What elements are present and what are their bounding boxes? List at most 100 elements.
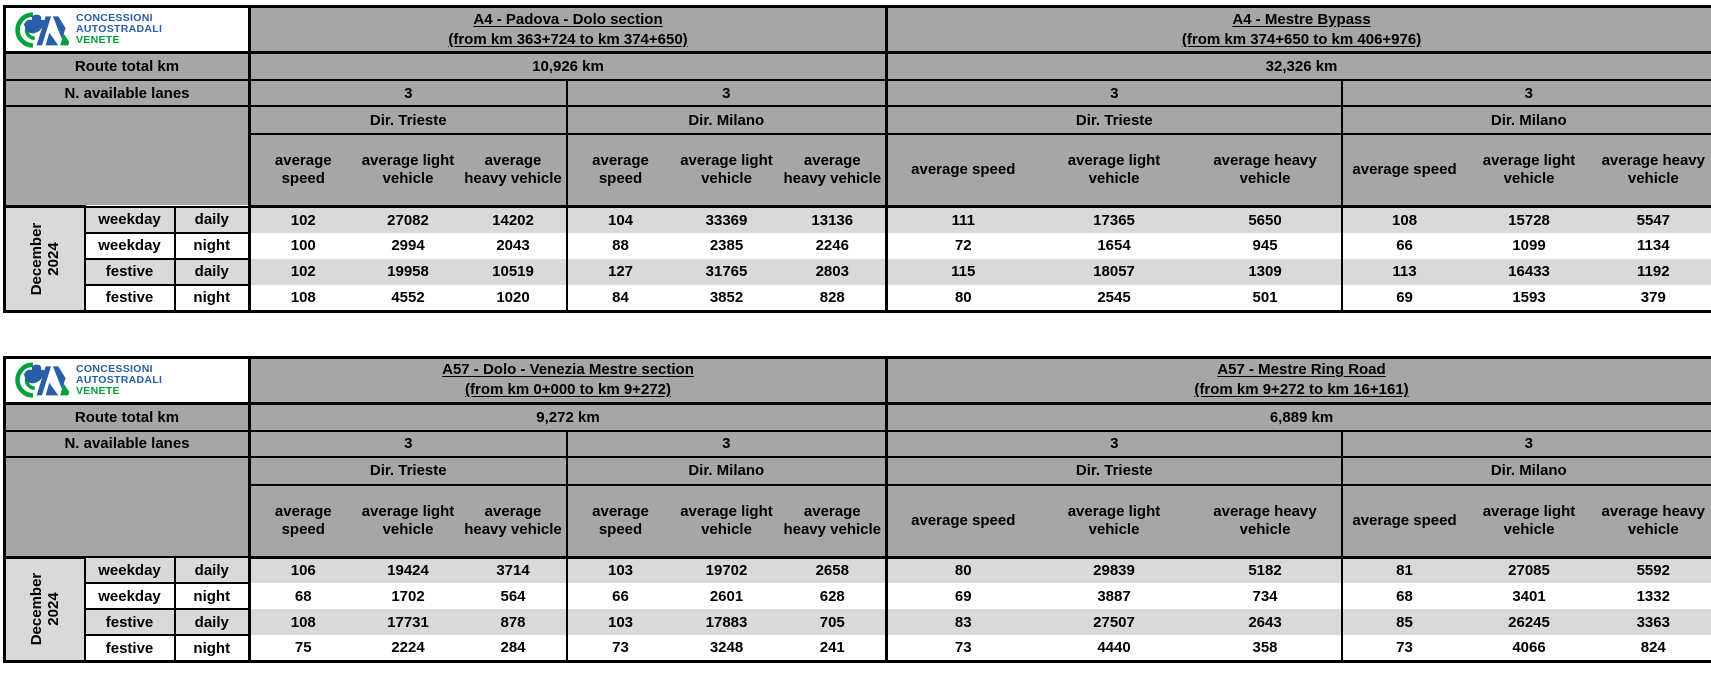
lanes-value: 3 <box>885 79 1342 106</box>
data-cell: 19702 <box>673 555 780 583</box>
data-cell: 501 <box>1189 284 1342 311</box>
empty-corner-cell <box>4 105 250 207</box>
data-cell: 2601 <box>673 583 780 609</box>
table-row: December 2024 weekday daily 106 19424 37… <box>4 555 1711 662</box>
data-cell: 5182 <box>1189 555 1342 583</box>
column-header: average light vehicle <box>1038 483 1190 557</box>
table-row: Route total km 10,926 km 32,326 km <box>4 51 1711 80</box>
data-cell: 18057 <box>1038 258 1190 285</box>
data-cell: 115 <box>885 258 1039 285</box>
data-cell: 113 <box>1340 258 1467 285</box>
column-header: average speed <box>885 133 1039 207</box>
logo-text-line1: CONCESSIONI <box>76 362 153 375</box>
data-cell: 3887 <box>1038 583 1190 609</box>
lanes-label: N. available lanes <box>4 79 250 106</box>
route-total-value: 10,926 km <box>247 51 887 80</box>
data-cell: 824 <box>1591 635 1711 662</box>
data-cell: 69 <box>1340 284 1467 311</box>
data-cell: 68 <box>248 583 356 609</box>
day-type-cell: festive <box>83 257 176 286</box>
table-row: average speed average light vehicle aver… <box>5 133 1711 207</box>
section-title: A4 - Padova - Dolo section (from km 363+… <box>247 6 887 53</box>
data-cell: 564 <box>460 583 567 609</box>
direction-header: Dir. Milano <box>1340 455 1711 485</box>
data-cell: 4552 <box>355 284 461 311</box>
data-cell: 73 <box>565 635 674 662</box>
data-cell: 828 <box>779 284 887 311</box>
data-cell: 358 <box>1189 635 1342 662</box>
direction-header: Dir. Trieste <box>248 105 567 134</box>
table-row: weekday night 100 2994 2043 88 2385 2246… <box>5 231 1711 260</box>
table-row: CONCESSIONI AUTOSTRADALI VENETE A57 - Do… <box>4 357 1711 403</box>
month-label: December 2024 <box>4 555 86 662</box>
column-header: average light vehicle <box>1466 133 1592 207</box>
column-header: average light vehicle <box>1466 483 1592 557</box>
column-header: average speed <box>248 133 356 207</box>
data-cell: 27507 <box>1038 609 1190 635</box>
data-cell: 4440 <box>1038 635 1190 662</box>
direction-header: Dir. Milano <box>565 455 887 485</box>
data-cell: 1654 <box>1038 232 1190 259</box>
column-header: average heavy vehicle <box>779 133 887 207</box>
data-cell: 945 <box>1189 232 1342 259</box>
lanes-label: N. available lanes <box>4 429 250 457</box>
period-cell: daily <box>173 556 251 584</box>
direction-header: Dir. Milano <box>565 105 887 134</box>
period-cell: night <box>173 582 251 610</box>
data-cell: 85 <box>1340 609 1467 635</box>
logo-text-line3: VENETE <box>76 34 120 46</box>
data-cell: 628 <box>779 583 887 609</box>
column-header: average light vehicle <box>355 483 461 557</box>
logo-text-line3: VENETE <box>76 384 120 397</box>
data-cell: 14202 <box>460 205 567 233</box>
data-cell: 284 <box>460 635 567 662</box>
data-cell: 108 <box>248 609 356 635</box>
data-cell: 2246 <box>779 232 887 259</box>
table-row: festive night 108 4552 1020 84 3852 828 … <box>5 283 1711 312</box>
data-cell: 102 <box>248 258 356 285</box>
period-cell: night <box>173 634 251 663</box>
data-cell: 73 <box>1340 635 1467 662</box>
data-cell: 108 <box>1340 205 1467 233</box>
column-header: average light vehicle <box>673 133 780 207</box>
lanes-value: 3 <box>248 429 567 457</box>
column-header: average speed <box>565 483 674 557</box>
period-cell: night <box>173 283 251 312</box>
table-row: Dir. Trieste Dir. Milano Dir. Trieste Di… <box>4 105 1711 207</box>
cav-logo: CONCESSIONI AUTOSTRADALI VENETE <box>8 10 246 50</box>
day-type-cell: weekday <box>83 231 176 260</box>
data-cell: 1309 <box>1189 258 1342 285</box>
data-cell: 1020 <box>460 284 567 311</box>
cav-logo-mark-icon <box>15 362 70 398</box>
month-label-text: December 2024 <box>27 572 62 646</box>
report-page: CONCESSIONI AUTOSTRADALI VENETE A4 - Pad… <box>3 5 1711 663</box>
table-row: N. available lanes 3 3 3 3 <box>4 79 1711 106</box>
day-type-cell: festive <box>83 608 176 636</box>
route-total-value: 32,326 km <box>885 51 1711 80</box>
table-row: CONCESSIONI AUTOSTRADALI VENETE A4 - Pad… <box>4 6 1711 53</box>
data-cell: 75 <box>248 635 356 662</box>
data-cell: 2385 <box>673 232 780 259</box>
lanes-value: 3 <box>565 79 887 106</box>
column-header: average light vehicle <box>673 483 780 557</box>
direction-header: Dir. Trieste <box>885 105 1342 134</box>
lanes-value: 3 <box>565 429 887 457</box>
logo-text-line2: AUTOSTRADALI <box>76 23 163 35</box>
cav-logo: CONCESSIONI AUTOSTRADALI VENETE <box>8 360 246 400</box>
table-row: Route total km 9,272 km 6,889 km <box>4 401 1711 431</box>
column-header: average speed <box>885 483 1039 557</box>
table-row: festive daily 108 17731 878 103 17883 70… <box>5 608 1711 636</box>
column-header: average heavy vehicle <box>460 483 567 557</box>
route-total-value: 6,889 km <box>884 401 1711 431</box>
data-cell: 2643 <box>1189 609 1342 635</box>
data-cell: 705 <box>779 609 887 635</box>
data-cell: 379 <box>1591 284 1711 311</box>
route-total-value: 9,272 km <box>248 401 887 431</box>
day-type-cell: festive <box>83 634 176 663</box>
month-label-text: December 2024 <box>27 222 62 296</box>
data-cell: 68 <box>1340 583 1467 609</box>
column-header: average heavy vehicle <box>779 483 887 557</box>
column-header: average speed <box>248 483 356 557</box>
data-cell: 27085 <box>1466 555 1592 583</box>
data-cell: 73 <box>885 635 1039 662</box>
